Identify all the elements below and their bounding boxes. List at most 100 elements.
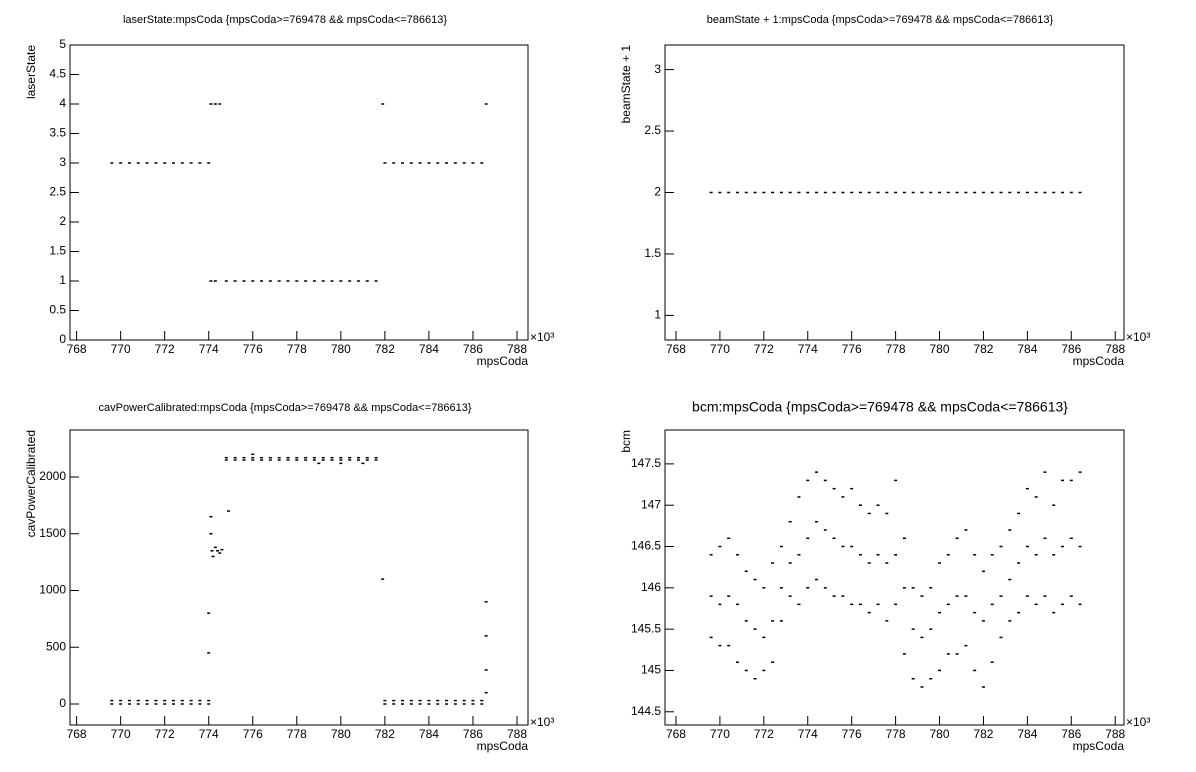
point bbox=[286, 456, 290, 459]
point bbox=[110, 699, 114, 702]
point bbox=[1052, 554, 1056, 556]
point bbox=[268, 456, 272, 459]
chart-title: beamState + 1:mpsCoda {mpsCoda>=769478 &… bbox=[707, 14, 1054, 26]
point bbox=[462, 699, 466, 702]
y-tick-label: 1.5 bbox=[644, 246, 661, 260]
point bbox=[832, 191, 836, 194]
point bbox=[445, 162, 449, 164]
x-tick-label: 778 bbox=[886, 727, 906, 741]
point bbox=[409, 162, 413, 164]
y-tick-label: 146.5 bbox=[631, 539, 661, 553]
point bbox=[1017, 611, 1021, 614]
point bbox=[321, 456, 325, 459]
point bbox=[436, 703, 440, 705]
point bbox=[268, 280, 272, 282]
point bbox=[735, 661, 739, 663]
point bbox=[374, 456, 378, 459]
point bbox=[1017, 562, 1021, 564]
point bbox=[779, 545, 783, 548]
point bbox=[209, 532, 213, 535]
point bbox=[981, 570, 985, 573]
point bbox=[718, 603, 722, 606]
point bbox=[1017, 512, 1021, 515]
point bbox=[233, 459, 237, 461]
point bbox=[990, 191, 994, 194]
y-tick-label: 2000 bbox=[39, 469, 66, 483]
point bbox=[136, 162, 140, 164]
point bbox=[981, 620, 985, 622]
point bbox=[462, 162, 466, 164]
y-tick-label: 147.5 bbox=[631, 456, 661, 470]
point bbox=[189, 699, 193, 702]
x-tick-label: 786 bbox=[1061, 342, 1081, 356]
point bbox=[145, 162, 149, 164]
point bbox=[277, 280, 281, 282]
point bbox=[1078, 545, 1082, 548]
point bbox=[744, 669, 748, 672]
point bbox=[304, 456, 308, 459]
point bbox=[418, 699, 422, 702]
point bbox=[938, 611, 942, 614]
point bbox=[1017, 191, 1021, 194]
point bbox=[1061, 545, 1065, 548]
point bbox=[136, 703, 140, 705]
point bbox=[171, 703, 175, 705]
x-tick-label: 776 bbox=[243, 727, 263, 741]
point bbox=[762, 636, 766, 639]
point bbox=[832, 487, 836, 490]
point bbox=[383, 703, 387, 705]
y-tick-label: 1500 bbox=[39, 526, 66, 540]
x-tick-label: 770 bbox=[710, 342, 730, 356]
point bbox=[110, 162, 114, 164]
x-tick-label: 778 bbox=[287, 342, 307, 356]
point bbox=[480, 699, 484, 702]
point bbox=[242, 459, 246, 461]
point bbox=[218, 103, 222, 105]
point bbox=[999, 636, 1003, 639]
x-tick-label: 784 bbox=[1017, 727, 1037, 741]
point bbox=[973, 669, 977, 672]
point bbox=[806, 537, 810, 539]
point bbox=[858, 603, 862, 606]
point bbox=[876, 554, 880, 556]
y-tick-label: 1 bbox=[59, 273, 66, 287]
y-tick-label: 0 bbox=[59, 332, 66, 346]
point bbox=[744, 620, 748, 622]
point bbox=[858, 554, 862, 556]
point bbox=[823, 529, 827, 531]
point bbox=[119, 703, 123, 705]
point bbox=[964, 191, 968, 194]
point bbox=[136, 699, 140, 702]
point bbox=[999, 595, 1003, 597]
point bbox=[400, 703, 404, 705]
x-tick-label: 782 bbox=[375, 727, 395, 741]
point bbox=[709, 554, 713, 556]
point bbox=[374, 459, 378, 461]
point bbox=[356, 456, 360, 459]
y-axis-title: laserState bbox=[24, 45, 38, 99]
x-tick-label: 780 bbox=[331, 727, 351, 741]
point bbox=[383, 162, 387, 164]
y-axis-title: cavPowerCalibrated bbox=[24, 430, 38, 537]
point bbox=[964, 644, 968, 647]
x-tick-label: 776 bbox=[842, 727, 862, 741]
point bbox=[163, 703, 167, 705]
point bbox=[224, 459, 228, 461]
y-tick-label: 4 bbox=[59, 96, 66, 110]
x-tick-label: 780 bbox=[930, 342, 950, 356]
point bbox=[1025, 191, 1029, 194]
point bbox=[1008, 578, 1012, 581]
point bbox=[894, 554, 898, 556]
point bbox=[480, 162, 484, 164]
point bbox=[471, 703, 475, 705]
point bbox=[330, 456, 334, 459]
point bbox=[330, 280, 334, 282]
point bbox=[788, 562, 792, 564]
x-tick-label: 788 bbox=[1105, 342, 1125, 356]
point bbox=[920, 686, 924, 688]
point bbox=[1034, 603, 1038, 606]
point bbox=[815, 471, 819, 473]
point bbox=[753, 578, 757, 581]
x-tick-label: 772 bbox=[754, 342, 774, 356]
point bbox=[823, 587, 827, 589]
